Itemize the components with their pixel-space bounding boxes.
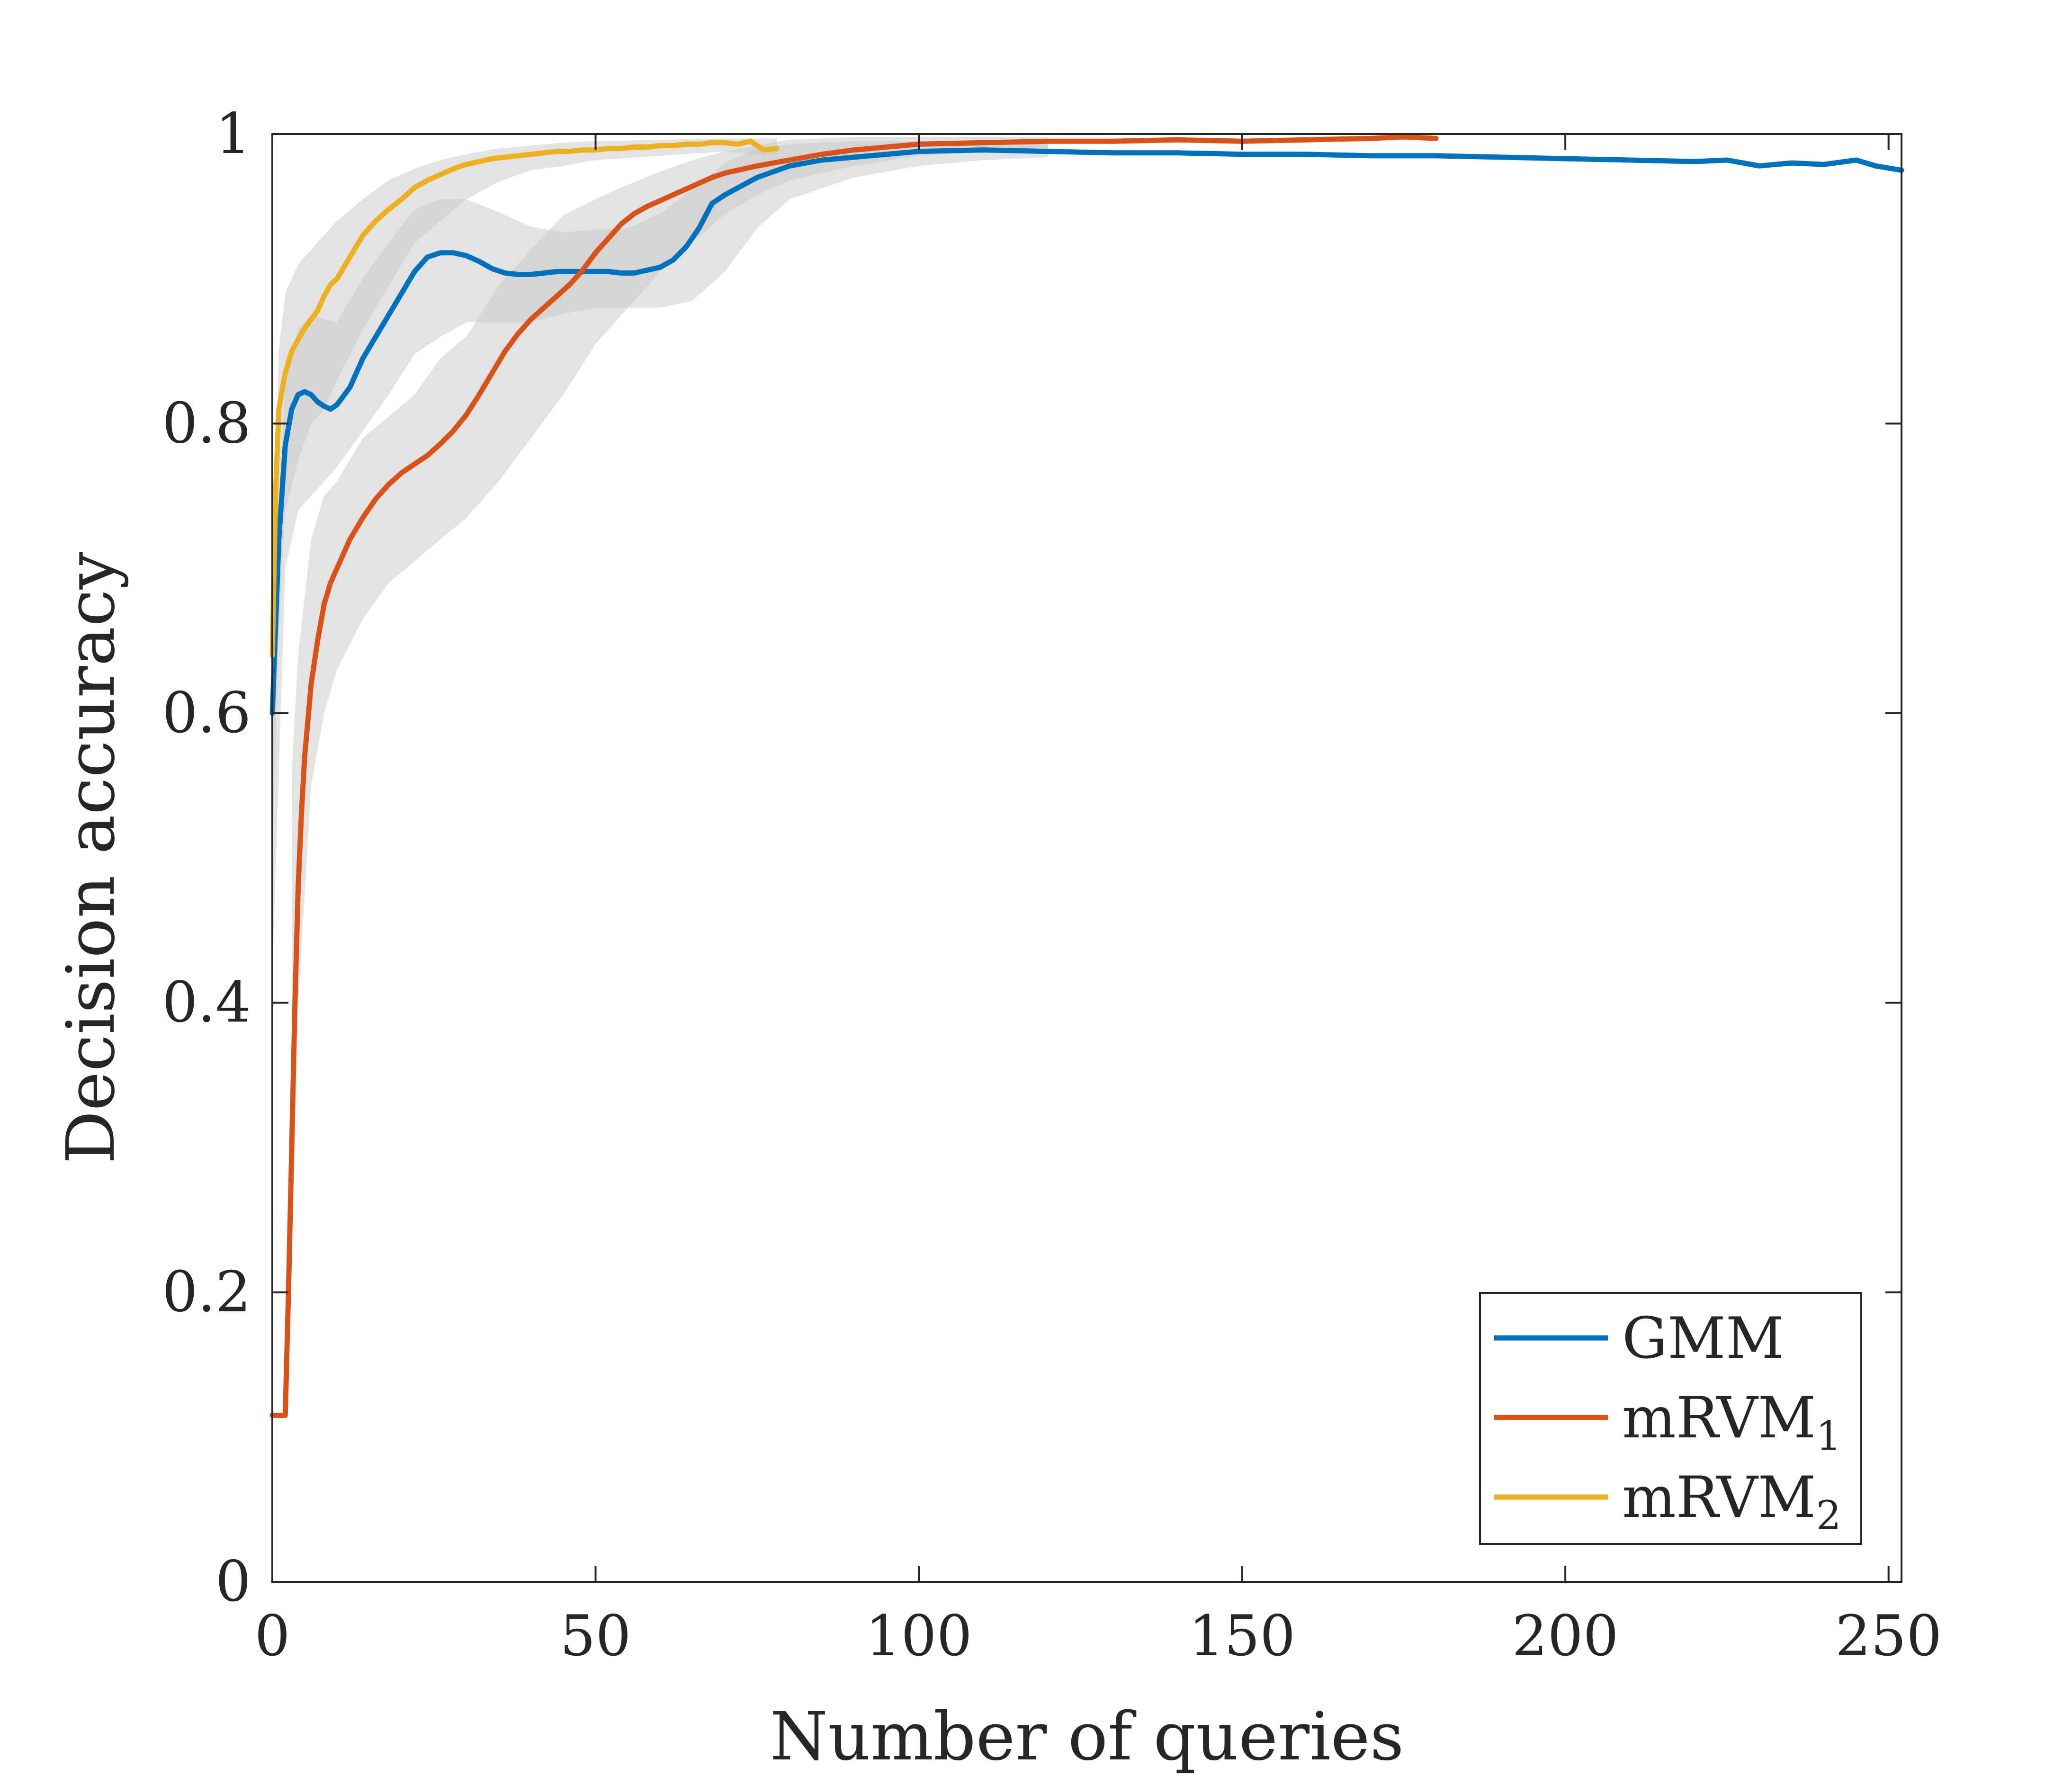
- legend-label-mrvm1: mRVM1: [1622, 1385, 1841, 1459]
- x-tick-label: 0: [254, 1603, 290, 1668]
- series-line-mrvm2: [269, 138, 780, 658]
- axis-ticks: [271, 133, 1902, 1583]
- series-lines: [269, 134, 1904, 1418]
- x-tick-label: 250: [1835, 1603, 1942, 1668]
- legend-subscript: 1: [1816, 1413, 1841, 1459]
- y-axis-label: Decision accuracy: [53, 552, 130, 1164]
- y-tick-label: 0: [215, 1549, 251, 1614]
- y-tick-label: 1: [215, 101, 251, 166]
- legend-label-mrvm2: mRVM2: [1622, 1465, 1841, 1539]
- y-tick-label: 0.4: [162, 969, 251, 1035]
- x-axis-label: Number of queries: [770, 1698, 1404, 1776]
- legend-label-gmm: GMM: [1622, 1306, 1784, 1372]
- y-tick-label: 0.8: [162, 390, 251, 456]
- series-line-mrvm1: [269, 134, 1439, 1418]
- series-line-gmm: [269, 147, 1904, 716]
- x-tick-label: 50: [560, 1603, 631, 1668]
- legend-subscript: 2: [1816, 1492, 1841, 1539]
- axis-tick-labels: 0 50 100 150 200 250 0 0.2 0.4 0.6 0.8 1: [162, 101, 1942, 1668]
- x-tick-label: 100: [865, 1603, 972, 1668]
- x-tick-label: 200: [1512, 1603, 1619, 1668]
- plot-area-frame: [271, 133, 1902, 1583]
- x-tick-label: 150: [1189, 1603, 1295, 1668]
- y-tick-label: 0.6: [162, 680, 251, 745]
- y-tick-label: 0.2: [162, 1259, 251, 1325]
